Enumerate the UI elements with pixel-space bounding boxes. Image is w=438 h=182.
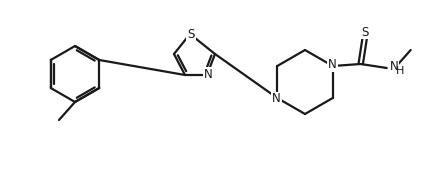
Text: N: N (272, 92, 281, 106)
Text: N: N (390, 60, 399, 74)
Text: S: S (187, 29, 194, 41)
Text: N: N (204, 68, 212, 80)
Text: H: H (396, 66, 404, 76)
Text: N: N (328, 58, 337, 72)
Text: S: S (361, 25, 368, 39)
